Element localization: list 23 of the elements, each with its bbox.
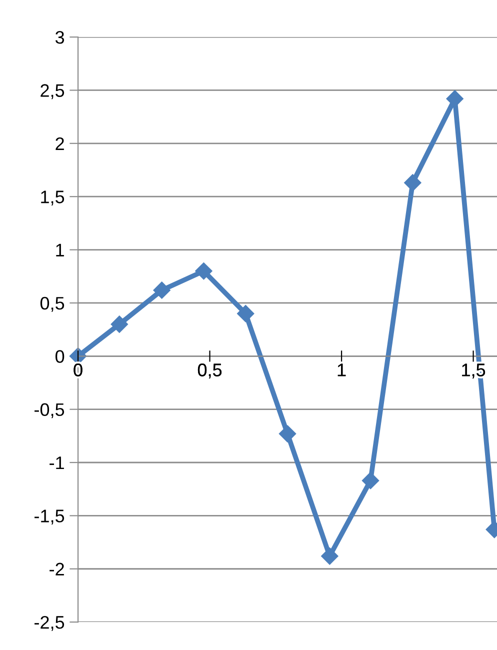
point — [110, 316, 128, 333]
point — [153, 282, 170, 299]
y-tick-label: 3 — [55, 30, 64, 44]
x-tick-label: 0 — [74, 364, 82, 376]
y-tick-label: -2,5 — [34, 616, 64, 631]
y-tick-label: -0,5 — [34, 403, 64, 418]
y-tick-label: -1 — [50, 456, 64, 470]
y-tick-label: 0 — [56, 350, 64, 363]
point — [195, 262, 212, 280]
y-tick-label: 2 — [56, 137, 64, 150]
point — [404, 174, 422, 192]
x-tick-label: 0,5 — [198, 364, 222, 378]
point — [321, 548, 338, 565]
y-tick-label: -2 — [50, 562, 64, 576]
y-tick-label: 1 — [56, 244, 64, 256]
y-tick-label: 0,5 — [40, 296, 64, 312]
y-tick-label: 2,5 — [40, 84, 64, 100]
y-tick-label: -1,5 — [34, 510, 64, 525]
point — [278, 425, 296, 442]
point — [362, 472, 380, 490]
point — [237, 305, 254, 322]
x-tick-label: 1 — [338, 364, 346, 376]
y-tick-label: 1,5 — [41, 190, 64, 206]
